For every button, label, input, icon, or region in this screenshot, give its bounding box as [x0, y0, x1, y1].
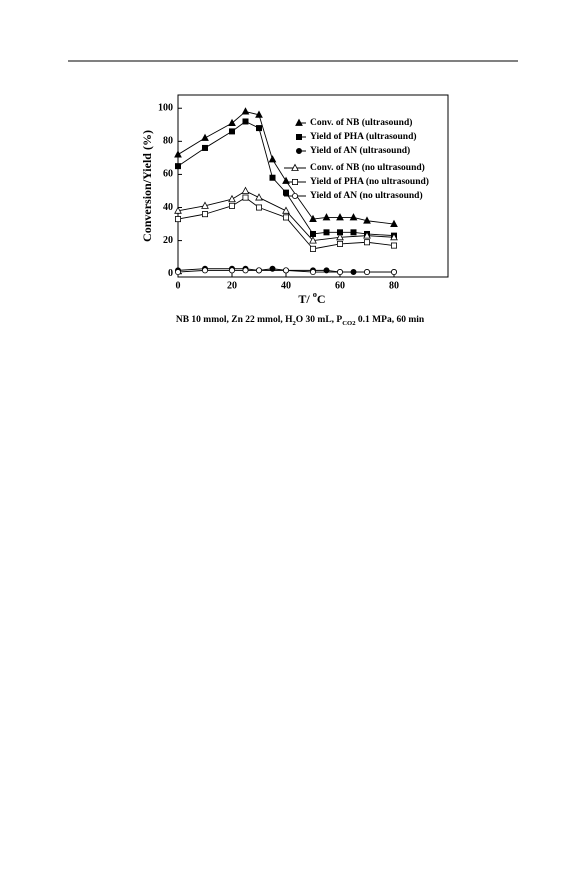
- data-point: [390, 232, 398, 241]
- caption-part: 0.1 MPa, 60 min: [356, 315, 425, 325]
- data-point: [309, 245, 316, 252]
- legend-entry: Conv. of NB (ultrasound): [295, 117, 412, 128]
- data-point: [174, 150, 182, 158]
- legend-label: Yield of AN (no ultrasound): [310, 190, 423, 201]
- x-axis-label: T/ oC: [298, 290, 325, 306]
- legend-marker: [291, 178, 298, 185]
- plot-frame: [177, 94, 449, 278]
- caption-part: O 30 mL, P: [296, 315, 343, 325]
- data-point: [201, 201, 209, 209]
- data-point: [390, 219, 398, 227]
- y-tick-label: 0: [168, 268, 173, 279]
- data-point: [242, 267, 249, 274]
- y-tick-label: 100: [158, 103, 173, 114]
- data-point: [228, 202, 235, 209]
- legend-entry: Yield of AN (ultrasound): [295, 145, 410, 156]
- data-point: [363, 216, 371, 224]
- x-tick-label: 60: [335, 280, 345, 291]
- data-point: [349, 213, 358, 221]
- data-point: [363, 231, 371, 239]
- data-point: [309, 236, 317, 244]
- legend-entry: Yield of PHA (no ultrasound): [284, 176, 429, 187]
- data-point: [269, 174, 276, 181]
- data-point: [363, 269, 370, 276]
- caption-part: 2: [292, 320, 296, 327]
- data-point: [282, 189, 289, 196]
- data-point: [323, 229, 330, 236]
- data-point: [255, 125, 262, 132]
- data-point: [336, 232, 344, 241]
- legend-label: Yield of PHA (no ultrasound): [310, 176, 429, 187]
- data-point: [201, 144, 208, 151]
- legend-label: Conv. of NB (ultrasound): [310, 117, 412, 128]
- y-tick-label: 40: [163, 202, 173, 213]
- data-point: [336, 269, 343, 276]
- data-point: [228, 267, 235, 274]
- y-axis-label: Conversion/Yield (%): [140, 130, 154, 242]
- y-tick-label: 20: [163, 235, 173, 246]
- data-point: [242, 118, 249, 125]
- legend-entry: Yield of AN (no ultrasound): [284, 190, 423, 201]
- data-point: [228, 194, 236, 203]
- data-point: [228, 128, 235, 135]
- data-point: [174, 269, 181, 276]
- data-point: [174, 206, 182, 214]
- legend-label: Conv. of NB (no ultrasound): [310, 162, 425, 173]
- data-point: [282, 206, 290, 214]
- x-tick-label: 40: [281, 280, 291, 291]
- x-axis-label-part: T/: [298, 292, 312, 306]
- data-point: [390, 242, 397, 249]
- data-point: [390, 269, 397, 276]
- data-point: [201, 211, 208, 218]
- data-point: [255, 193, 263, 201]
- data-point: [322, 213, 331, 221]
- x-axis-label-part: o: [313, 290, 317, 299]
- series-line: [177, 269, 394, 273]
- series-line: [177, 190, 395, 242]
- series-line: [177, 197, 395, 250]
- data-point: [309, 230, 316, 237]
- data-point: [174, 216, 181, 223]
- data-point: [350, 229, 357, 236]
- data-point: [336, 213, 344, 221]
- x-axis-label-part: C: [317, 292, 326, 306]
- legend-marker: [295, 118, 303, 126]
- y-tick-label: 60: [163, 169, 173, 180]
- legend-label: Yield of AN (ultrasound): [310, 145, 410, 156]
- caption: NB 10 mmol, Zn 22 mmol, H2O 30 mL, PCO2 …: [176, 315, 425, 326]
- data-point: [268, 155, 277, 163]
- data-point: [174, 163, 181, 170]
- data-point: [228, 118, 236, 127]
- data-point: [309, 214, 317, 222]
- data-point: [242, 194, 249, 201]
- legend-entry: Yield of PHA (ultrasound): [295, 131, 417, 142]
- data-point: [201, 267, 208, 274]
- x-tick-label: 0: [176, 280, 181, 291]
- data-point: [282, 267, 289, 274]
- data-point: [255, 110, 263, 118]
- x-tick-label: 20: [227, 280, 237, 291]
- data-point: [309, 269, 316, 276]
- legend-label: Yield of PHA (ultrasound): [310, 131, 417, 142]
- data-point: [363, 239, 370, 246]
- caption-part: CO2: [342, 320, 356, 327]
- data-point: [241, 107, 250, 115]
- legend-marker: [295, 147, 302, 154]
- legend-marker: [291, 192, 298, 199]
- y-tick-label: 80: [163, 136, 173, 147]
- data-point: [241, 186, 250, 194]
- x-tick-label: 80: [389, 280, 399, 291]
- data-point: [336, 240, 343, 247]
- legend-marker: [295, 133, 302, 140]
- legend-entry: Conv. of NB (no ultrasound): [284, 162, 425, 173]
- caption-part: NB 10 mmol, Zn 22 mmol, H: [176, 315, 293, 325]
- data-point: [282, 214, 289, 221]
- legend-marker: [291, 163, 299, 171]
- data-point: [255, 204, 262, 211]
- data-point: [201, 133, 209, 141]
- data-point: [255, 267, 262, 274]
